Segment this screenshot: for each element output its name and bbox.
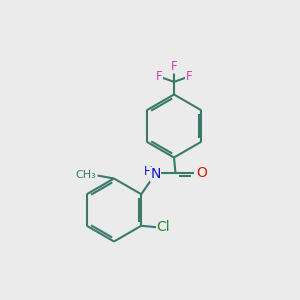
Text: F: F [186, 70, 192, 83]
Text: Cl: Cl [157, 220, 170, 234]
Text: F: F [156, 70, 162, 83]
Text: F: F [171, 60, 177, 73]
Text: O: O [196, 166, 207, 180]
Text: CH₃: CH₃ [75, 170, 96, 181]
Text: H: H [144, 165, 153, 178]
Text: N: N [150, 167, 161, 181]
